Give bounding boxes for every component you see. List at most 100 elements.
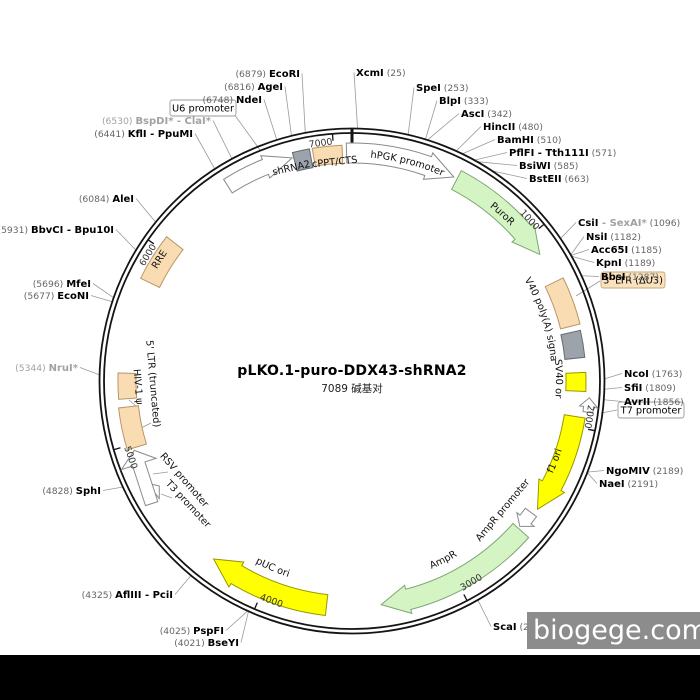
feature-u6-promoter [222, 155, 294, 194]
site-label-ndei: (6748) NdeI [202, 95, 262, 106]
feature-t7-promoter [578, 397, 599, 414]
site-label-bbvci-bpu10i: (5931) BbvCI - Bpu10I [0, 225, 114, 236]
site-leader-asci [427, 113, 460, 141]
site-leader-bamhi [462, 139, 496, 155]
site-label-ecori: (6879) EcoRI [235, 69, 300, 80]
feature-shrna2 [291, 148, 314, 172]
site-leader-ndei [263, 99, 278, 141]
feature-rre [139, 235, 184, 289]
feature-label-box-t7-promoter [617, 401, 685, 419]
site-leader-avrii [603, 399, 623, 402]
site-leader-agei [284, 86, 292, 136]
site-leader-sphi [102, 486, 123, 491]
site-label-spei: SpeI (253) [416, 83, 469, 94]
site-label-ncoi: NcoI (1763) [624, 369, 682, 380]
feature-label-ampr: AmpR [428, 549, 459, 572]
site-leader-bbvci-bpu10i [115, 229, 137, 251]
tick-7000 [331, 133, 334, 141]
watermark: biogege.com [527, 612, 700, 649]
site-label-bseyi: (4021) BseYI [174, 638, 239, 649]
tick-1000 [538, 223, 545, 230]
feature-puror [450, 170, 541, 256]
site-leader-ngomiv [587, 470, 605, 473]
site-label-hincii: HincII (480) [483, 122, 543, 133]
tick-3000 [463, 594, 468, 602]
site-label-naei: NaeI (2191) [599, 479, 658, 490]
site-leader-nsii [570, 236, 585, 256]
site-leader-blpi [425, 100, 438, 140]
site-label-blpi: BlpI (333) [439, 96, 489, 107]
feature-leader-t7-promoter [600, 409, 618, 414]
tick-label-2000: 2000 [582, 404, 596, 429]
site-label-asci: AscI (342) [461, 109, 512, 120]
site-label-bamhi: BamHI (510) [497, 135, 562, 146]
site-label-kpni: KpnI (1189) [596, 258, 655, 269]
feature-hpgk-promoter [345, 142, 455, 180]
site-leader-ncoi [604, 373, 623, 380]
site-label-sfii: SfiI (1809) [624, 383, 676, 394]
site-label-agei: (6816) AgeI [224, 82, 283, 93]
feature-leader-ltr3 [575, 280, 601, 297]
site-leader-mfei [92, 283, 114, 299]
feature-ltr5 [118, 405, 148, 451]
feature-label-ltr3: 3' LTR (ΔU3) [603, 276, 663, 287]
tick-2000 [587, 428, 596, 432]
feature-label-cppt-cts: cPPT/CTS [312, 155, 358, 171]
feature-label-hiv1-psi: HIV-1 ψ [130, 369, 144, 406]
site-leader-afliii-pcii [174, 575, 192, 595]
site-leader-sfii [604, 387, 623, 390]
feature-puc-ori [212, 558, 329, 617]
site-leader-xcmi [353, 72, 358, 129]
tick-4000 [253, 602, 258, 610]
site-label-nrui: (5344) NruI* [15, 363, 79, 374]
feature-leader-t3-promoter [160, 493, 173, 499]
site-leader-scai [477, 599, 492, 627]
site-label-mfei: (5696) MfeI [33, 279, 91, 290]
site-label-sphi: (4828) SphI [42, 486, 101, 497]
site-leader-bseyi [240, 611, 249, 643]
site-leader-econi [90, 295, 113, 303]
tick-5000 [113, 447, 121, 451]
tick-label-7000: 7000 [308, 137, 333, 151]
site-label-xcmi: XcmI (25) [356, 68, 406, 79]
site-label-afliii-pcii: (4325) AflIII - PciI [82, 590, 173, 601]
feature-sv40-polya [560, 329, 586, 360]
site-leader-alei [135, 198, 156, 223]
feature-leader-u6-promoter [233, 113, 261, 151]
site-leader-naei [587, 472, 598, 484]
site-label-bsiwi: BsiWI (585) [519, 161, 578, 172]
site-leader-hincii [455, 126, 482, 152]
feature-label-ltr5: 5' LTR (truncated) [143, 340, 162, 428]
feature-leader-hiv1-psi [128, 399, 137, 407]
bottom-bar [0, 655, 700, 700]
site-leader-spei [407, 87, 415, 135]
feature-ampr [380, 522, 530, 615]
feature-rsv-promoter [120, 449, 159, 507]
feature-sv40-ori [565, 371, 587, 393]
site-label-bspdi-clai: (6530) BspDI* - ClaI* [102, 116, 212, 127]
feature-label-u6-promoter: U6 promoter [172, 104, 235, 115]
feature-label-box-u6-promoter [169, 99, 237, 117]
site-leader-bspdi-clai [212, 120, 233, 160]
site-label-pspfi: (4025) PspFI [160, 626, 224, 637]
site-label-alei: (6084) AleI [79, 194, 134, 205]
feature-hiv1-psi [117, 372, 138, 400]
feature-label-box-ltr3 [600, 271, 666, 289]
backbone-ring [98, 127, 606, 635]
site-label-bbsi: BbsI (1287) [601, 272, 659, 283]
site-label-csii: CsiI - SexAI* (1096) [578, 218, 680, 229]
features [117, 142, 599, 617]
feature-ampr-promoter [516, 507, 538, 527]
site-leader-nrui [79, 367, 100, 376]
site-label-acc65i: Acc65I (1185) [591, 245, 662, 256]
site-leader-bsiwi [477, 161, 518, 166]
feature-cppt-cts [311, 144, 344, 167]
site-leader-pflfi-tth111i [474, 152, 508, 161]
site-leader-bbsi [581, 275, 600, 277]
site-label-econi: (5677) EcoNI [24, 291, 89, 302]
site-label-avrii: AvrII (1856) [624, 397, 684, 408]
site-leader-pspfi [225, 610, 248, 631]
feature-leader-rsv-promoter [152, 471, 169, 475]
